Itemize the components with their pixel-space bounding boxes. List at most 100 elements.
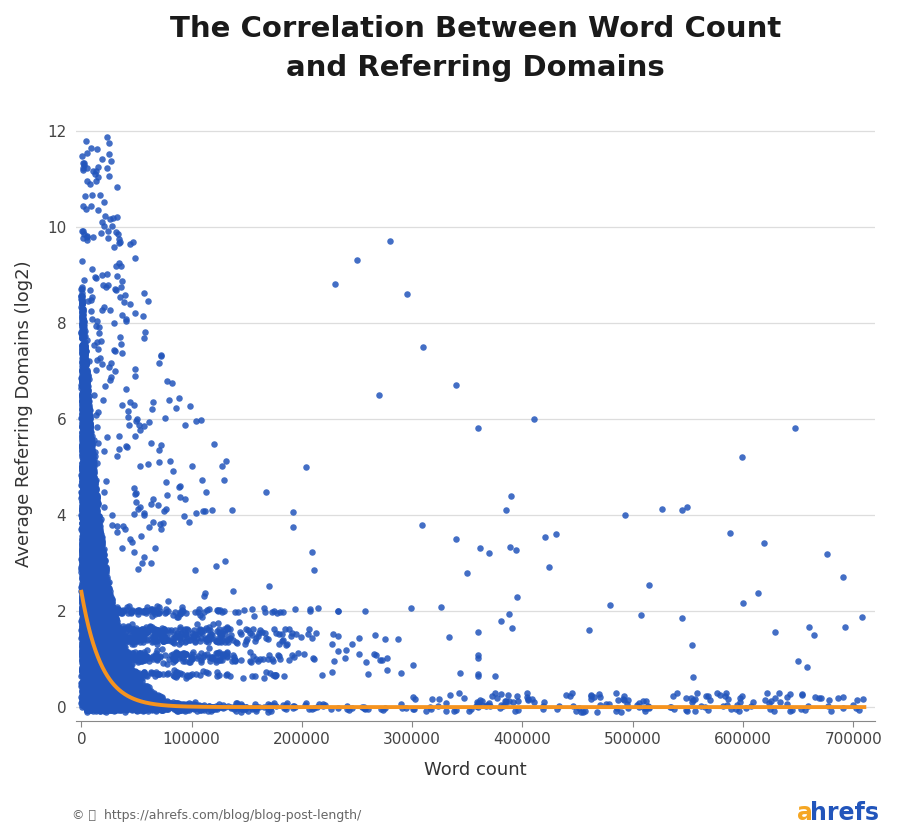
Point bbox=[80, 651, 94, 664]
Point bbox=[75, 646, 89, 659]
Point bbox=[76, 375, 90, 389]
Point bbox=[76, 512, 91, 525]
Point bbox=[123, 701, 138, 715]
Point bbox=[76, 522, 91, 535]
Point bbox=[93, 569, 107, 582]
Point bbox=[78, 486, 93, 499]
Point bbox=[82, 618, 96, 632]
Point bbox=[133, 697, 148, 711]
Point bbox=[167, 702, 182, 716]
Point bbox=[82, 467, 96, 480]
Point bbox=[79, 654, 94, 667]
Point bbox=[86, 650, 101, 664]
Point bbox=[81, 546, 95, 559]
Point bbox=[157, 700, 171, 713]
Point bbox=[90, 354, 104, 367]
Point bbox=[77, 633, 92, 647]
Point bbox=[299, 696, 313, 710]
Point bbox=[88, 585, 103, 599]
Point bbox=[163, 701, 177, 714]
Point bbox=[119, 636, 133, 649]
Point bbox=[76, 513, 90, 527]
Point bbox=[81, 524, 95, 538]
Point bbox=[92, 606, 106, 619]
Point bbox=[88, 474, 103, 487]
Point bbox=[94, 680, 109, 694]
Point bbox=[99, 669, 113, 682]
Point bbox=[212, 654, 227, 667]
Point bbox=[79, 697, 94, 711]
Point bbox=[74, 522, 88, 535]
Point bbox=[330, 605, 345, 618]
Point bbox=[76, 487, 91, 501]
Point bbox=[104, 640, 118, 654]
Point bbox=[125, 692, 140, 706]
Point bbox=[94, 624, 108, 638]
Point bbox=[85, 496, 99, 509]
Point bbox=[79, 371, 94, 385]
Point bbox=[76, 419, 90, 433]
Point bbox=[85, 669, 99, 683]
Point bbox=[179, 701, 194, 714]
Point bbox=[87, 603, 102, 617]
Point bbox=[154, 349, 168, 363]
Point bbox=[85, 623, 99, 637]
Point bbox=[116, 700, 130, 713]
Point bbox=[75, 552, 89, 565]
Point bbox=[90, 567, 104, 580]
Point bbox=[316, 699, 330, 712]
Point bbox=[96, 563, 111, 576]
Point bbox=[84, 606, 98, 620]
Point bbox=[89, 654, 104, 667]
Point bbox=[134, 703, 148, 717]
Point bbox=[178, 627, 193, 641]
Point bbox=[79, 527, 94, 540]
Point bbox=[76, 577, 90, 591]
Point bbox=[196, 701, 211, 715]
Point bbox=[107, 627, 122, 640]
Point bbox=[75, 486, 89, 499]
Point bbox=[94, 622, 108, 636]
Point bbox=[81, 697, 95, 711]
Point bbox=[86, 456, 100, 470]
Point bbox=[202, 632, 217, 645]
Point bbox=[84, 512, 98, 525]
Point bbox=[92, 569, 106, 582]
Point bbox=[180, 701, 194, 715]
Point bbox=[90, 553, 104, 566]
Point bbox=[77, 556, 92, 570]
Point bbox=[121, 697, 135, 711]
Point bbox=[134, 702, 148, 716]
Point bbox=[112, 630, 126, 643]
Point bbox=[106, 656, 121, 669]
Point bbox=[91, 620, 105, 633]
Point bbox=[87, 654, 102, 667]
Point bbox=[92, 701, 106, 715]
Point bbox=[75, 328, 89, 342]
Point bbox=[75, 462, 89, 475]
Point bbox=[111, 625, 125, 638]
Point bbox=[107, 669, 122, 682]
Point bbox=[75, 613, 89, 627]
Point bbox=[75, 553, 89, 566]
Point bbox=[266, 669, 281, 682]
Point bbox=[92, 656, 106, 669]
Point bbox=[100, 599, 114, 612]
Point bbox=[76, 365, 91, 379]
Point bbox=[84, 535, 98, 549]
Point bbox=[89, 538, 104, 551]
Point bbox=[75, 364, 89, 377]
Point bbox=[138, 689, 152, 702]
Point bbox=[75, 326, 89, 339]
Point bbox=[128, 688, 142, 701]
Point bbox=[99, 705, 113, 718]
Point bbox=[258, 665, 273, 679]
Point bbox=[134, 630, 148, 643]
Point bbox=[114, 701, 129, 714]
Point bbox=[642, 701, 656, 715]
Point bbox=[76, 695, 90, 708]
Point bbox=[78, 669, 93, 683]
Point bbox=[96, 593, 111, 606]
Point bbox=[79, 594, 94, 607]
Point bbox=[75, 362, 89, 375]
